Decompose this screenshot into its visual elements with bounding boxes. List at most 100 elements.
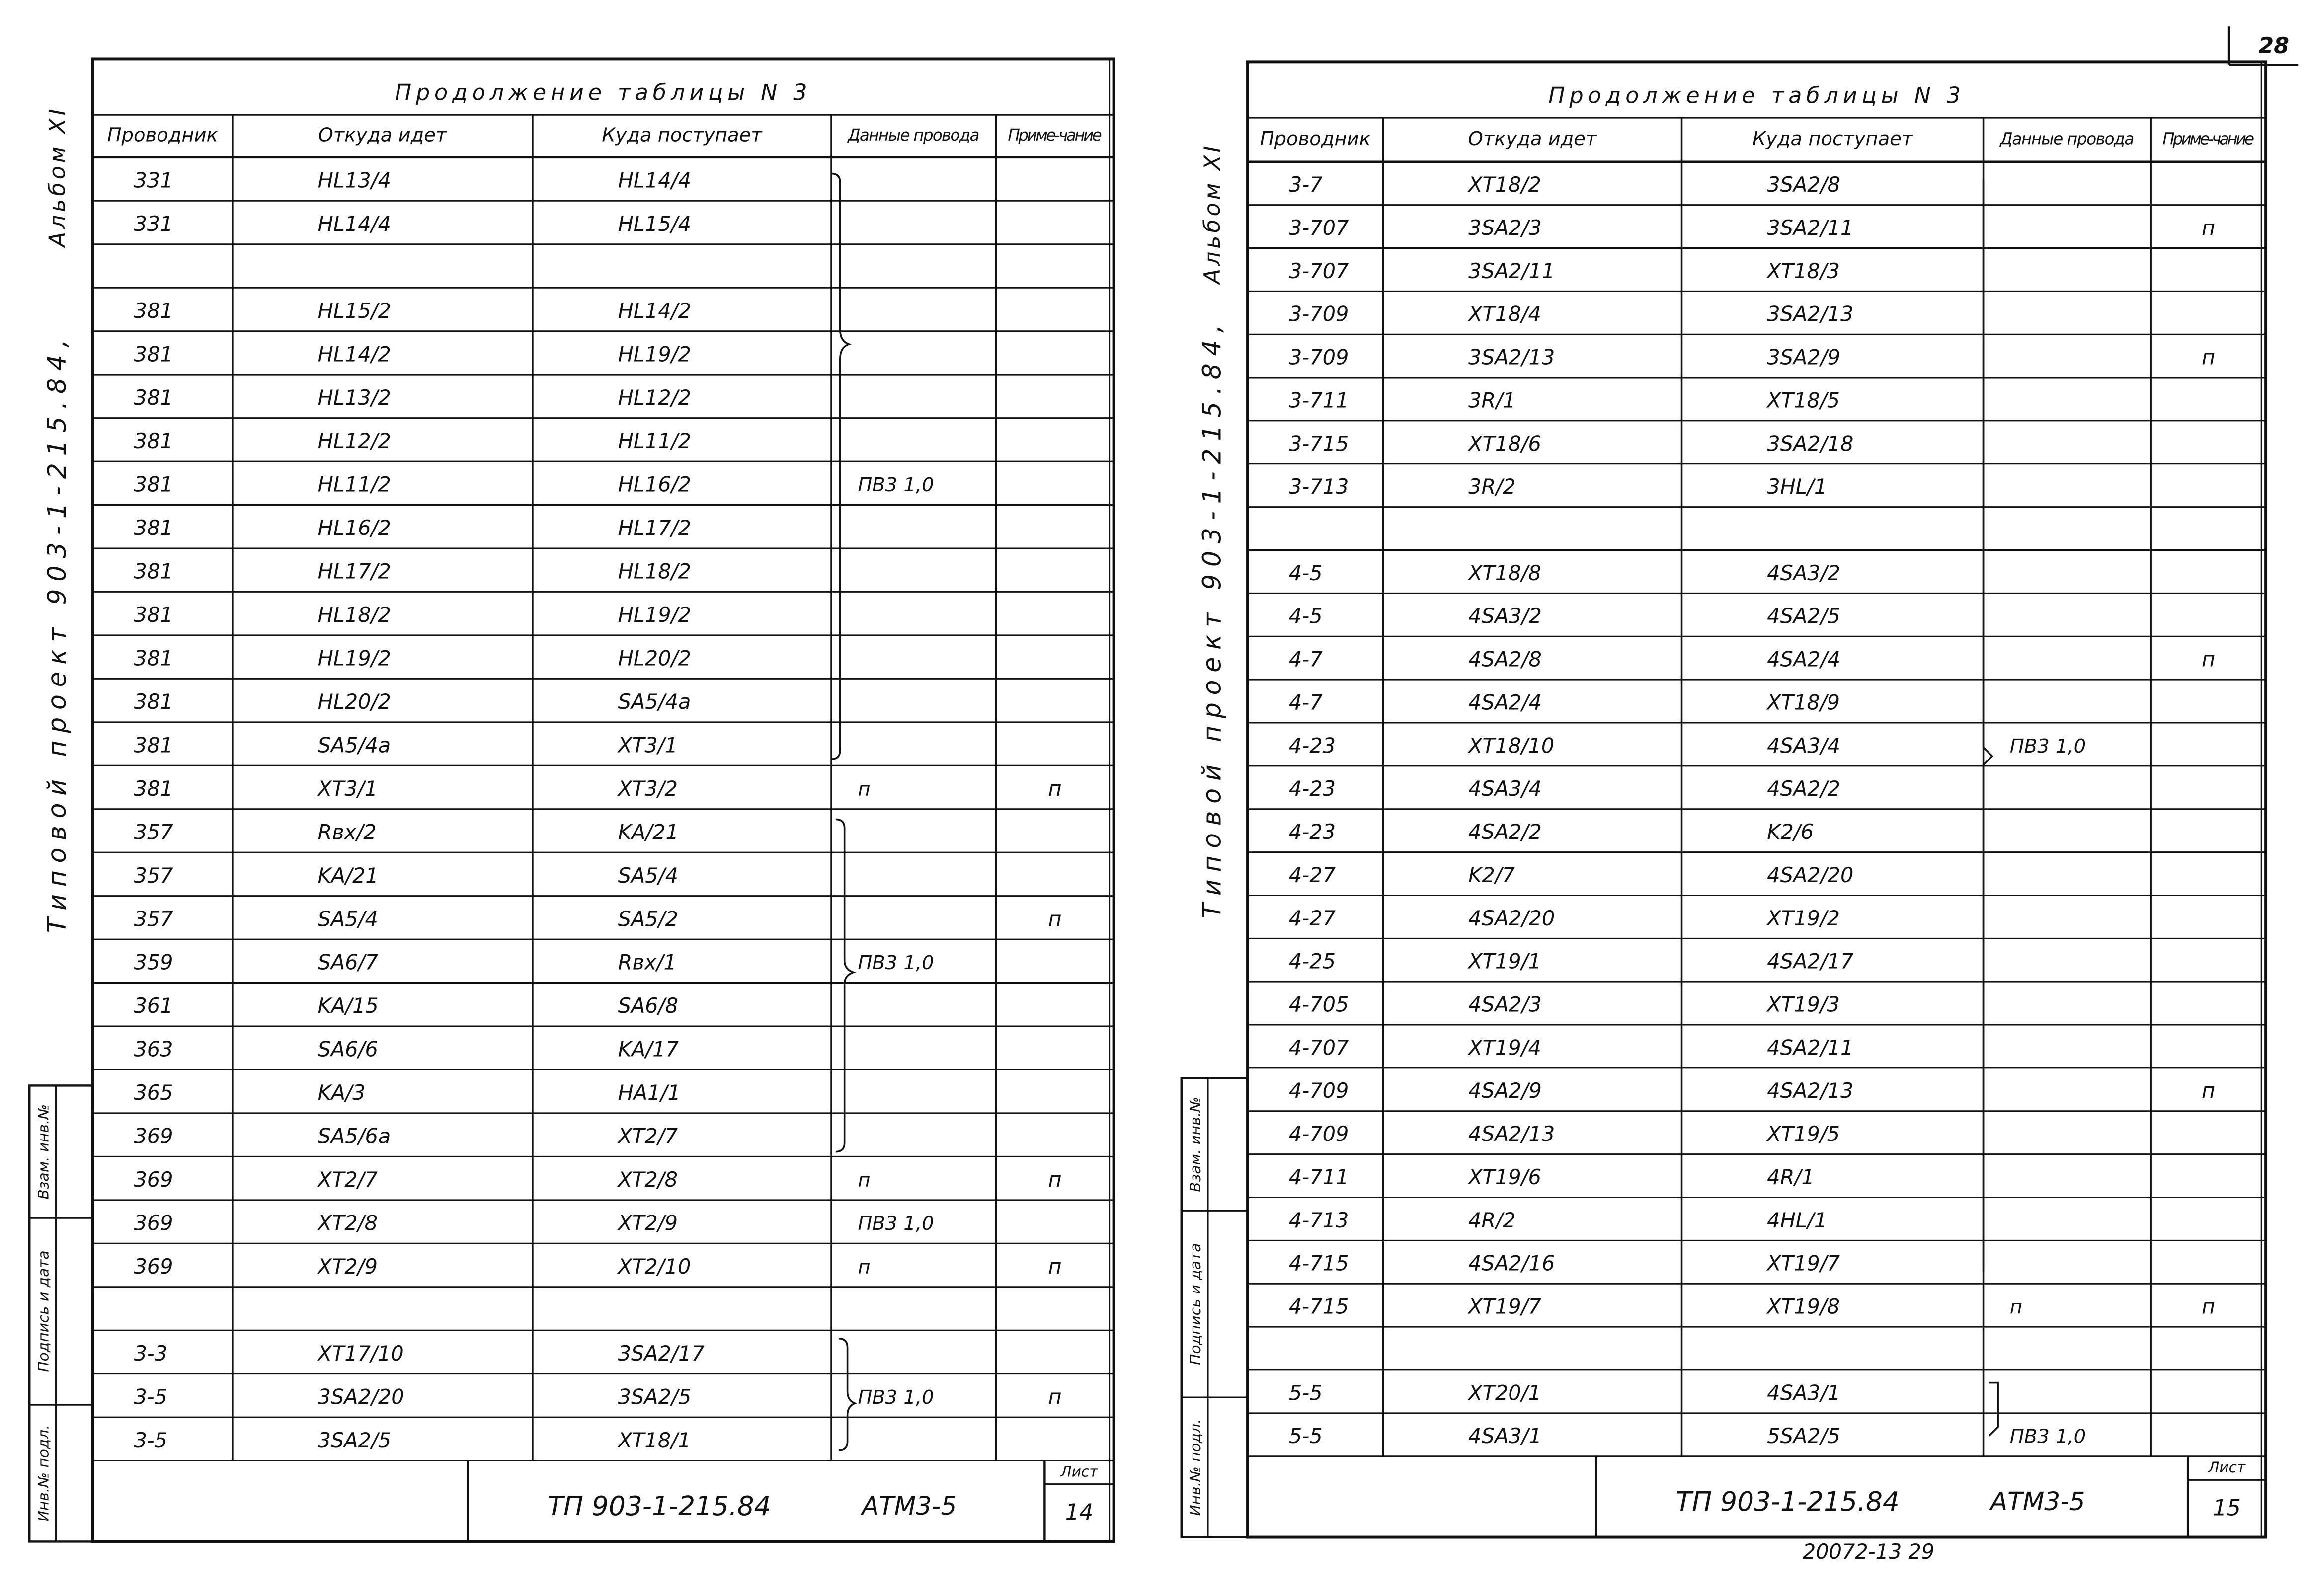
from-cell: 4SA3/1 xyxy=(1468,1424,1542,1448)
from-cell: 4R/2 xyxy=(1468,1209,1515,1232)
to-cell: 4SA2/4 xyxy=(1767,648,1840,672)
from-cell: SA6/7 xyxy=(318,951,378,975)
wire-id: 5-5 xyxy=(1289,1424,1323,1448)
to-cell: 4R/1 xyxy=(1767,1165,1814,1189)
from-cell: HL13/2 xyxy=(318,386,391,410)
side-stamp-label: Подпись и дата xyxy=(1187,1243,1204,1365)
from-cell: XT19/1 xyxy=(1467,950,1541,974)
from-cell: HL15/2 xyxy=(318,299,391,323)
wire-id: 357 xyxy=(134,864,173,888)
wire-id: 3-709 xyxy=(1289,303,1349,326)
wire-id: 4-711 xyxy=(1289,1165,1349,1189)
to-cell: 4SA2/20 xyxy=(1767,863,1853,887)
wire-id: 4-707 xyxy=(1289,1036,1349,1060)
bracket xyxy=(1982,179,1993,1271)
to-cell: 3HL/1 xyxy=(1767,475,1827,499)
wire-id: 3-7 xyxy=(1289,173,1323,197)
side-stamp xyxy=(1180,1077,1249,1538)
to-cell: K2/6 xyxy=(1767,820,1814,844)
from-cell: XT20/1 xyxy=(1467,1381,1541,1405)
side-stamp xyxy=(28,1084,94,1543)
wire-id: 381 xyxy=(134,429,173,453)
from-cell: HL12/2 xyxy=(318,429,391,453)
to-cell: 3SA2/5 xyxy=(618,1385,692,1409)
side-title: Типовой проект 903-1-215.84, xyxy=(1197,317,1226,918)
to-cell: 3SA2/13 xyxy=(1767,303,1853,326)
column-header: Проводник xyxy=(107,124,218,146)
from-cell: 4SA2/16 xyxy=(1468,1252,1555,1276)
note-cell: п xyxy=(2202,216,2215,240)
from-cell: XT19/7 xyxy=(1467,1295,1541,1319)
wire-id: 3-5 xyxy=(134,1429,167,1452)
wire-id: 3-713 xyxy=(1289,475,1349,499)
from-cell: XT18/6 xyxy=(1467,432,1541,456)
to-cell: 4SA2/13 xyxy=(1767,1079,1853,1103)
to-cell: XT19/7 xyxy=(1766,1252,1840,1276)
wire-id: 381 xyxy=(134,777,173,801)
wire-id: 4-709 xyxy=(1289,1079,1349,1103)
from-cell: HL18/2 xyxy=(318,603,391,627)
from-cell: 3R/2 xyxy=(1468,475,1515,499)
side-title: Типовой проект 903-1-215.84, xyxy=(42,332,72,933)
wire-data: п xyxy=(858,1256,870,1278)
column-header: Проводник xyxy=(1260,128,1371,150)
column-header: Приме-чание xyxy=(1008,126,1102,145)
to-cell: XT19/5 xyxy=(1766,1122,1840,1146)
from-cell: KA/3 xyxy=(318,1081,366,1105)
bottom-note: 20072-13 29 xyxy=(1803,1540,1934,1564)
to-cell: 3SA2/17 xyxy=(618,1342,705,1366)
from-cell: HL17/2 xyxy=(318,560,391,584)
from-cell: Rвх/2 xyxy=(318,820,377,844)
wire-id: 381 xyxy=(134,603,173,627)
to-cell: 3SA2/8 xyxy=(1767,173,1840,197)
to-cell: SA6/8 xyxy=(618,994,678,1018)
from-cell: HL14/4 xyxy=(318,212,391,236)
table-frame xyxy=(91,57,1115,1543)
wire-id: 381 xyxy=(134,299,173,323)
to-cell: 4SA2/2 xyxy=(1767,777,1840,801)
wire-data: ПВ3 1,0 xyxy=(2010,1426,2086,1448)
wire-id: 3-5 xyxy=(134,1385,167,1409)
wire-id: 3-707 xyxy=(1289,259,1349,283)
to-cell: SA5/2 xyxy=(618,907,678,931)
from-cell: 3SA2/20 xyxy=(318,1385,404,1409)
table-title: Продолжение таблицы N 3 xyxy=(1548,83,1965,108)
from-cell: SA5/6а xyxy=(318,1125,391,1148)
wire-id: 381 xyxy=(134,733,173,757)
wire-id: 381 xyxy=(134,342,173,366)
wire-id: 3-709 xyxy=(1289,346,1349,370)
to-cell: XT19/2 xyxy=(1766,907,1840,930)
from-cell: XT19/6 xyxy=(1467,1165,1541,1189)
wire-id: 361 xyxy=(134,994,173,1018)
note-cell: п xyxy=(1048,1255,1062,1279)
from-cell: HL11/2 xyxy=(318,473,391,497)
wire-data: ПВ3 1,0 xyxy=(858,952,934,974)
from-cell: SA5/4а xyxy=(318,733,391,757)
wire-id: 381 xyxy=(134,690,173,714)
to-cell: HA1/1 xyxy=(618,1081,681,1105)
from-cell: 3SA2/5 xyxy=(318,1429,392,1452)
column-header: Откуда идет xyxy=(318,124,447,146)
from-cell: XT18/4 xyxy=(1467,303,1541,326)
side-stamp-label: Подпись и дата xyxy=(35,1250,52,1372)
wire-id: 357 xyxy=(134,907,173,931)
wire-id: 369 xyxy=(134,1211,173,1235)
wire-id: 3-715 xyxy=(1289,432,1349,456)
to-cell: HL12/2 xyxy=(618,386,691,410)
note-cell: п xyxy=(2202,346,2215,370)
wire-id: 5-5 xyxy=(1289,1381,1323,1405)
from-cell: HL13/4 xyxy=(318,169,391,193)
wire-data: п xyxy=(858,1169,870,1192)
to-cell: KA/17 xyxy=(618,1038,679,1062)
from-cell: HL16/2 xyxy=(318,516,391,540)
sheet-label: Лист xyxy=(2208,1459,2246,1476)
wire-data: ПВ3 1,0 xyxy=(858,474,934,496)
from-cell: 4SA2/4 xyxy=(1468,690,1542,714)
wire-id: 4-23 xyxy=(1289,734,1336,758)
side-stamp-label: Инв.№ подл. xyxy=(35,1425,52,1521)
to-cell: HL18/2 xyxy=(618,560,691,584)
from-cell: HL14/2 xyxy=(318,342,391,366)
wire-id: 369 xyxy=(134,1125,173,1148)
wire-id: 365 xyxy=(134,1081,173,1105)
from-cell: 4SA2/9 xyxy=(1468,1079,1542,1103)
